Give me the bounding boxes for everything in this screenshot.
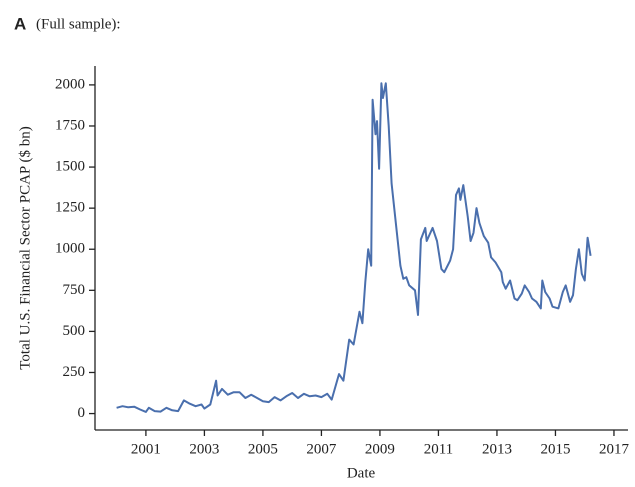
- x-tick-label: 2003: [189, 441, 219, 457]
- y-tick-label: 0: [78, 405, 86, 421]
- x-tick-label: 2011: [424, 441, 453, 457]
- chart-title: (Full sample):: [36, 16, 121, 32]
- x-tick-label: 2017: [599, 441, 630, 457]
- x-tick-label: 2015: [540, 441, 570, 457]
- y-tick-label: 1500: [55, 159, 85, 175]
- y-axis-label: Total U.S. Financial Sector PCAP ($ bn): [17, 126, 33, 369]
- x-tick-label: 2009: [365, 441, 395, 457]
- x-tick-label: 2001: [131, 441, 161, 457]
- y-tick-label: 2000: [55, 76, 85, 92]
- x-tick-label: 2005: [248, 441, 278, 457]
- y-tick-label: 750: [63, 282, 86, 298]
- y-tick-label: 500: [63, 323, 86, 339]
- x-axis-label: Date: [347, 465, 376, 481]
- y-tick-label: 1000: [55, 241, 85, 257]
- y-tick-label: 1250: [55, 200, 85, 216]
- y-tick-label: 1750: [55, 117, 85, 133]
- x-tick-label: 2007: [306, 441, 337, 457]
- x-tick-label: 2013: [482, 441, 512, 457]
- panel-label: A: [14, 14, 26, 33]
- y-tick-label: 250: [63, 364, 86, 380]
- data-line: [116, 82, 592, 413]
